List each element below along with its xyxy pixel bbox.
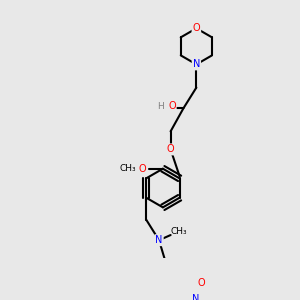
Text: CH₃: CH₃ (120, 164, 136, 173)
Text: O: O (193, 23, 200, 33)
Text: CH₃: CH₃ (170, 227, 187, 236)
Text: H: H (157, 102, 164, 111)
Text: O: O (197, 278, 205, 289)
Text: N: N (193, 59, 200, 69)
Text: O: O (139, 164, 146, 174)
Text: N: N (192, 294, 200, 300)
Text: N: N (155, 235, 163, 245)
Text: O: O (168, 100, 176, 111)
Text: O: O (167, 144, 174, 154)
